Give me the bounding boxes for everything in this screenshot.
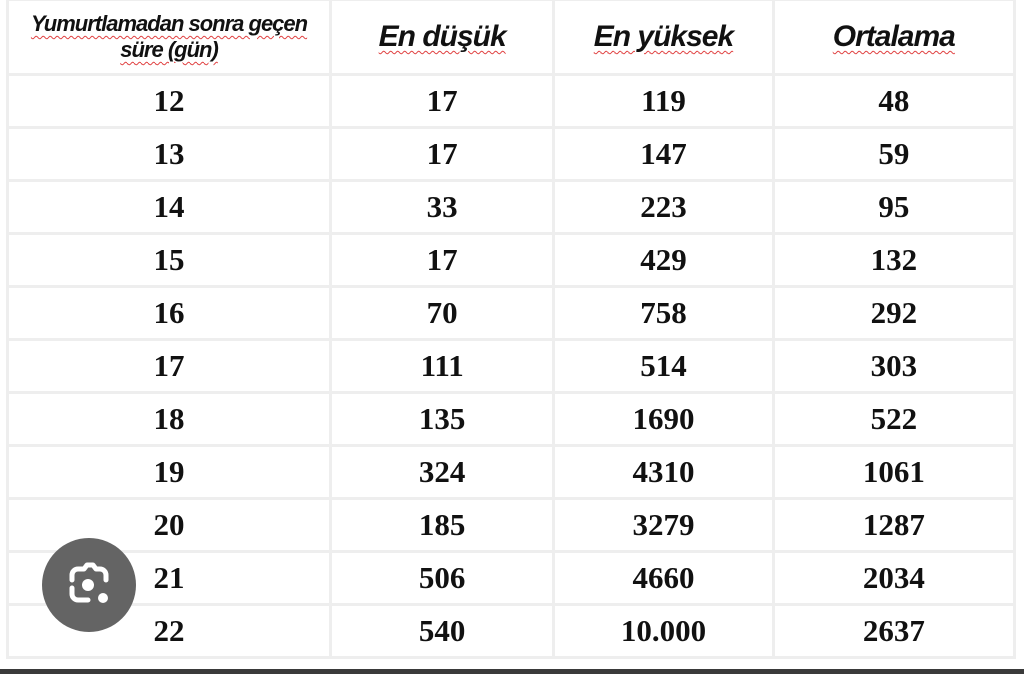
table-cell: 2034 xyxy=(771,550,1017,606)
table-cell: 33 xyxy=(329,179,556,235)
table-cell: 303 xyxy=(771,338,1017,394)
table-row: 19 324 4310 1061 xyxy=(5,444,1017,500)
table-cell: 111 xyxy=(329,338,556,394)
table-row: 22 540 10.000 2637 xyxy=(5,603,1017,659)
table-row: 18 135 1690 522 xyxy=(5,391,1017,447)
table-cell: 540 xyxy=(329,603,556,659)
table-row: 15 17 429 132 xyxy=(5,232,1017,288)
data-table: Yumurtlamadan sonra geçen süre (gün) En … xyxy=(5,0,1017,659)
header-row: Yumurtlamadan sonra geçen süre (gün) En … xyxy=(5,0,1017,76)
table-cell: 48 xyxy=(771,73,1017,129)
google-lens-button[interactable] xyxy=(42,538,136,632)
table-cell: 18 xyxy=(5,391,333,447)
table-row: 13 17 147 59 xyxy=(5,126,1017,182)
table-cell: 758 xyxy=(552,285,775,341)
table-cell: 223 xyxy=(552,179,775,235)
table-row: 21 506 4660 2034 xyxy=(5,550,1017,606)
table-cell: 20 xyxy=(5,497,333,553)
table-cell: 19 xyxy=(5,444,333,500)
table-cell: 147 xyxy=(552,126,775,182)
table-cell: 1287 xyxy=(771,497,1017,553)
table-cell: 4660 xyxy=(552,550,775,606)
table-cell: 185 xyxy=(329,497,556,553)
header-min: En düşük xyxy=(329,0,556,76)
table-cell: 506 xyxy=(329,550,556,606)
table-cell: 1690 xyxy=(552,391,775,447)
table-row: 16 70 758 292 xyxy=(5,285,1017,341)
table-cell: 13 xyxy=(5,126,333,182)
table-cell: 2637 xyxy=(771,603,1017,659)
table-row: 12 17 119 48 xyxy=(5,73,1017,129)
table-cell: 4310 xyxy=(552,444,775,500)
table-cell: 10.000 xyxy=(552,603,775,659)
table-row: 20 185 3279 1287 xyxy=(5,497,1017,553)
table-cell: 522 xyxy=(771,391,1017,447)
table-cell: 70 xyxy=(329,285,556,341)
table-cell: 292 xyxy=(771,285,1017,341)
table-cell: 3279 xyxy=(552,497,775,553)
table-cell: 16 xyxy=(5,285,333,341)
table-cell: 95 xyxy=(771,179,1017,235)
table-cell: 17 xyxy=(329,126,556,182)
table-cell: 17 xyxy=(329,232,556,288)
table-cell: 12 xyxy=(5,73,333,129)
table-row: 17 111 514 303 xyxy=(5,338,1017,394)
header-avg: Ortalama xyxy=(771,0,1017,76)
table-cell: 132 xyxy=(771,232,1017,288)
table-cell: 119 xyxy=(552,73,775,129)
table-cell: 17 xyxy=(329,73,556,129)
table-cell: 429 xyxy=(552,232,775,288)
table-row: 14 33 223 95 xyxy=(5,179,1017,235)
table-cell: 14 xyxy=(5,179,333,235)
header-days: Yumurtlamadan sonra geçen süre (gün) xyxy=(5,0,333,76)
table-cell: 324 xyxy=(329,444,556,500)
table-cell: 59 xyxy=(771,126,1017,182)
header-max: En yüksek xyxy=(552,0,775,76)
google-lens-icon xyxy=(69,562,109,603)
table-cell: 15 xyxy=(5,232,333,288)
table-cell: 17 xyxy=(5,338,333,394)
table-cell: 135 xyxy=(329,391,556,447)
table-cell: 1061 xyxy=(771,444,1017,500)
bottom-bar xyxy=(0,669,1024,674)
table-cell: 514 xyxy=(552,338,775,394)
